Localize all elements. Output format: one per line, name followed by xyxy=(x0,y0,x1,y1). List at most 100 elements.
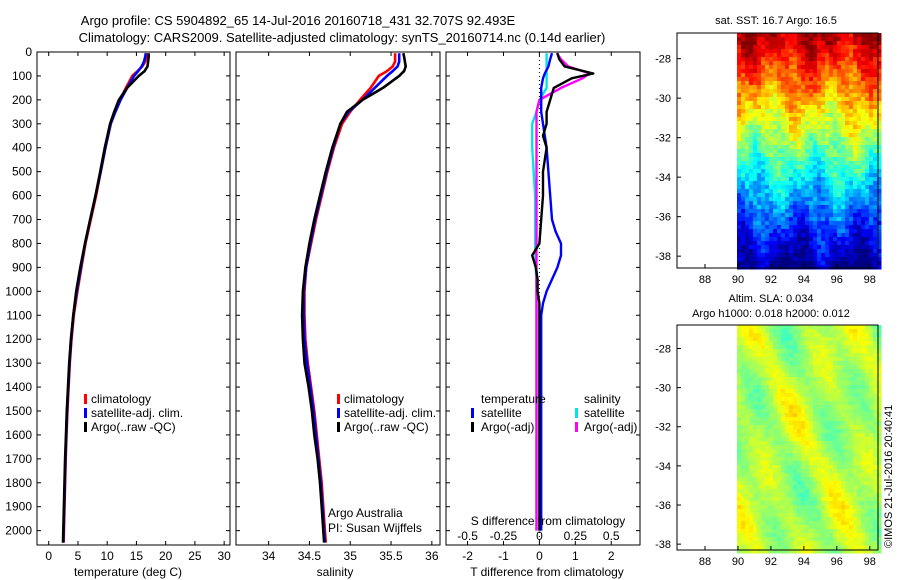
heatmap-cell xyxy=(765,113,770,118)
heatmap-cell xyxy=(833,437,838,442)
heatmap-cell xyxy=(797,169,802,174)
heatmap-cell xyxy=(777,525,782,530)
heatmap-cell xyxy=(857,33,862,38)
heatmap-cell xyxy=(809,505,814,510)
heatmap-cell xyxy=(741,537,746,542)
heatmap-cell xyxy=(801,161,806,166)
heatmap-cell xyxy=(777,437,782,442)
heatmap-cell xyxy=(765,453,770,458)
heatmap-cell xyxy=(781,121,786,126)
heatmap-cell xyxy=(749,401,754,406)
heatmap-cell xyxy=(757,137,762,142)
heatmap-cell xyxy=(865,169,870,174)
heatmap-cell xyxy=(801,169,806,174)
heatmap-cell xyxy=(781,453,786,458)
heatmap-cell xyxy=(877,193,882,198)
heatmap-cell xyxy=(777,69,782,74)
heatmap-cell xyxy=(753,365,758,370)
heatmap-cell xyxy=(833,265,838,270)
heatmap-cell xyxy=(833,345,838,350)
heatmap-cell xyxy=(845,177,850,182)
heatmap-cell xyxy=(825,73,830,78)
heatmap-cell xyxy=(869,517,874,522)
heatmap-cell xyxy=(761,361,766,366)
heatmap-cell xyxy=(753,445,758,450)
heatmap-cell xyxy=(873,473,878,478)
heatmap-cell xyxy=(845,185,850,190)
heatmap-cell xyxy=(809,225,814,230)
heatmap-cell xyxy=(801,101,806,106)
heatmap-cell xyxy=(765,401,770,406)
heatmap-cell xyxy=(805,341,810,346)
heatmap-cell xyxy=(745,89,750,94)
heatmap-cell xyxy=(745,77,750,82)
heatmap-cell xyxy=(741,77,746,82)
heatmap-cell xyxy=(777,397,782,402)
heatmap-cell xyxy=(821,505,826,510)
heatmap-cell xyxy=(737,57,742,62)
heatmap-cell xyxy=(877,157,882,162)
heatmap-cell xyxy=(841,61,846,66)
heatmap-cell xyxy=(873,45,878,50)
heatmap-cell xyxy=(761,137,766,142)
heatmap-cell xyxy=(797,153,802,158)
heatmap-cell xyxy=(873,201,878,206)
heatmap-cell xyxy=(813,37,818,42)
heatmap-cell xyxy=(789,265,794,270)
heatmap-cell xyxy=(785,357,790,362)
heatmap-cell xyxy=(737,457,742,462)
heatmap-cell xyxy=(761,537,766,542)
heatmap-cell xyxy=(805,129,810,134)
heatmap-cell xyxy=(753,133,758,138)
heatmap-cell xyxy=(873,193,878,198)
heatmap-cell xyxy=(857,513,862,518)
heatmap-cell xyxy=(873,109,878,114)
heatmap-cell xyxy=(805,137,810,142)
heatmap-cell xyxy=(809,329,814,334)
heatmap-cell xyxy=(825,325,830,330)
heatmap-cell xyxy=(761,53,766,58)
heatmap-cell xyxy=(773,497,778,502)
heatmap-cell xyxy=(833,401,838,406)
heatmap-cell xyxy=(781,393,786,398)
heatmap-cell xyxy=(833,245,838,250)
heatmap-cell xyxy=(861,541,866,546)
heatmap-cell xyxy=(793,345,798,350)
heatmap-cell xyxy=(801,381,806,386)
heatmap-cell xyxy=(785,173,790,178)
heatmap-cell xyxy=(845,61,850,66)
heatmap-cell xyxy=(745,33,750,38)
heatmap-cell xyxy=(737,349,742,354)
heatmap-cell xyxy=(825,513,830,518)
heatmap-cell xyxy=(829,481,834,486)
heatmap-cell xyxy=(737,337,742,342)
heatmap-cell xyxy=(773,129,778,134)
heatmap-cell xyxy=(817,345,822,350)
heatmap-cell xyxy=(757,345,762,350)
heatmap-cell xyxy=(749,449,754,454)
heatmap-cell xyxy=(797,541,802,546)
heatmap-cell xyxy=(777,453,782,458)
heatmap-cell xyxy=(761,357,766,362)
heatmap-cell xyxy=(813,205,818,210)
heatmap-cell xyxy=(801,501,806,506)
heatmap-cell xyxy=(829,401,834,406)
heatmap-cell xyxy=(769,401,774,406)
heatmap-cell xyxy=(853,189,858,194)
heatmap-cell xyxy=(857,425,862,430)
heatmap-cell xyxy=(769,89,774,94)
heatmap-cell xyxy=(829,433,834,438)
heatmap-cell xyxy=(805,201,810,206)
heatmap-cell xyxy=(781,345,786,350)
heatmap-cell xyxy=(841,393,846,398)
heatmap-cell xyxy=(773,117,778,122)
heatmap-cell xyxy=(793,33,798,38)
heatmap-cell xyxy=(861,145,866,150)
heatmap-cell xyxy=(785,265,790,270)
heatmap-cell xyxy=(793,481,798,486)
heatmap-cell xyxy=(769,477,774,482)
heatmap-cell xyxy=(861,249,866,254)
heatmap-cell xyxy=(793,353,798,358)
heatmap-cell xyxy=(753,245,758,250)
heatmap-cell xyxy=(773,221,778,226)
